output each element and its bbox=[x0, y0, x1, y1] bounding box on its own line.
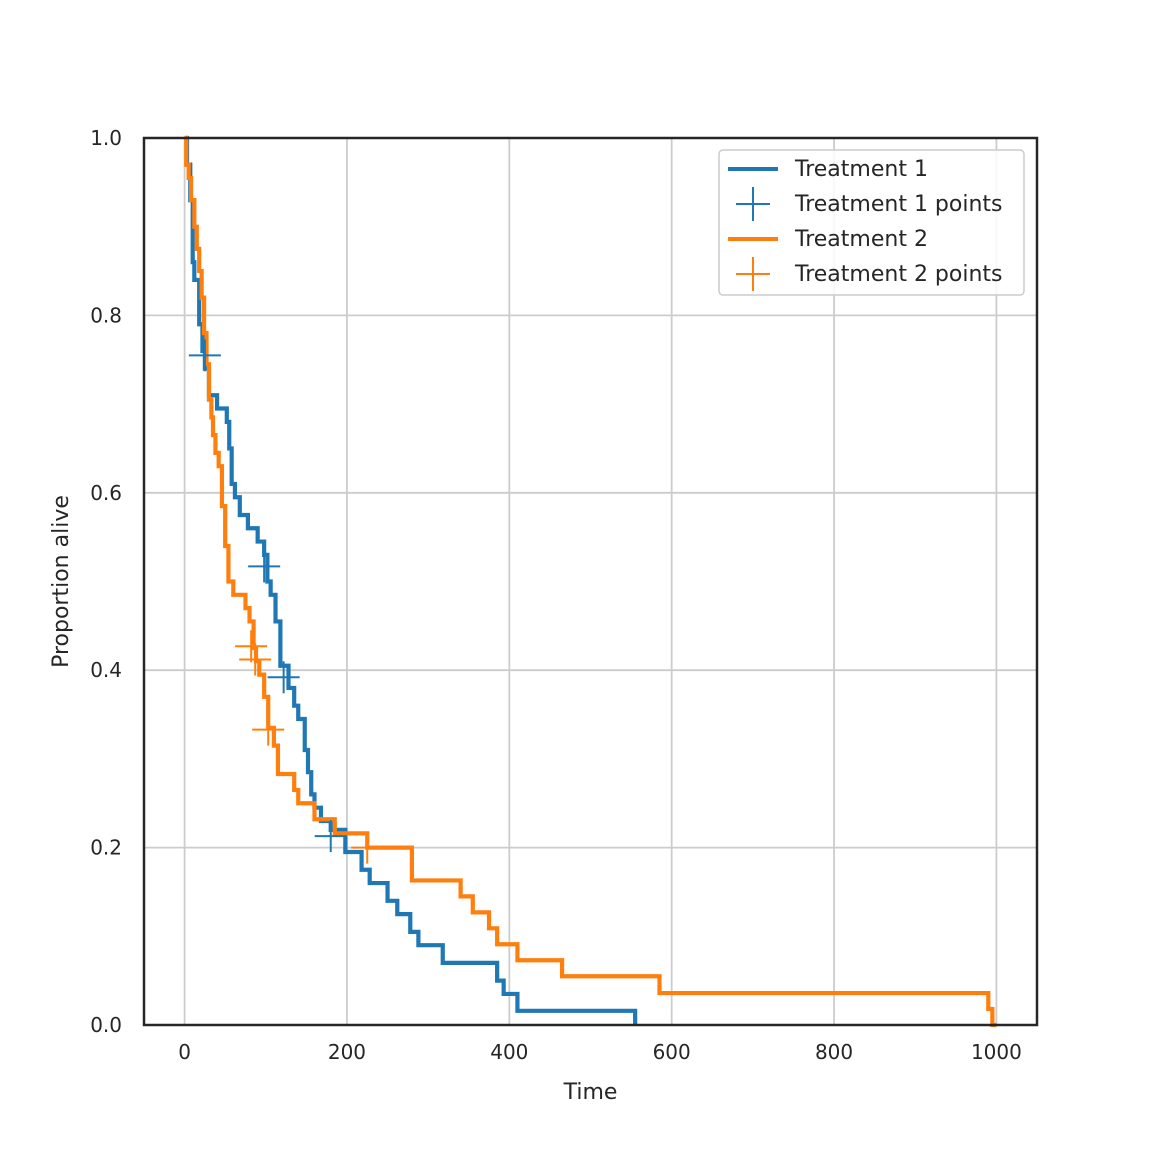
y-tick-label: 0.8 bbox=[90, 303, 122, 327]
legend: Treatment 1 Treatment 1 points Treatment… bbox=[718, 149, 1025, 296]
y-tick-label: 0.4 bbox=[90, 658, 122, 682]
censor-marker-treatment2 bbox=[239, 643, 272, 676]
x-tick-label: 0 bbox=[178, 1040, 191, 1064]
legend-label-treatment-2: Treatment 2 bbox=[794, 227, 928, 252]
y-tick-label: 0.2 bbox=[90, 836, 122, 860]
x-axis-label: Time bbox=[563, 1080, 618, 1105]
legend-marker-treatment-1-points bbox=[736, 187, 770, 221]
axis-ticks: 0 200 400 600 800 1000 0.0 0.2 0.4 0.6 0.8 1.0 bbox=[90, 126, 1022, 1064]
censor-marker-treatment1 bbox=[248, 550, 281, 583]
legend-marker-treatment-2-points bbox=[736, 257, 770, 291]
x-tick-label: 200 bbox=[328, 1040, 366, 1064]
y-tick-label: 0.0 bbox=[90, 1013, 122, 1037]
x-tick-label: 800 bbox=[815, 1040, 853, 1064]
x-tick-label: 600 bbox=[653, 1040, 691, 1064]
censor-marker-treatment2 bbox=[252, 713, 285, 746]
legend-label-treatment-1: Treatment 1 bbox=[794, 157, 928, 182]
censor-marker-treatment2 bbox=[351, 831, 384, 864]
y-axis-label: Proportion alive bbox=[49, 495, 74, 668]
censor-marker-treatment1 bbox=[188, 339, 221, 372]
y-tick-label: 0.6 bbox=[90, 481, 122, 505]
x-tick-label: 400 bbox=[490, 1040, 528, 1064]
legend-label-treatment-2-points: Treatment 2 points bbox=[794, 262, 1003, 287]
censor-marker-treatment1 bbox=[314, 820, 347, 853]
censor-marker-treatment1 bbox=[267, 661, 300, 694]
y-tick-label: 1.0 bbox=[90, 126, 122, 150]
censor-marker-treatment2 bbox=[235, 630, 268, 663]
censor-markers bbox=[188, 339, 384, 864]
x-tick-label: 1000 bbox=[971, 1040, 1022, 1064]
legend-label-treatment-1-points: Treatment 1 points bbox=[794, 192, 1003, 217]
plot-frame bbox=[142, 136, 1039, 1027]
grid bbox=[144, 137, 1037, 1026]
legend-box bbox=[718, 149, 1025, 296]
